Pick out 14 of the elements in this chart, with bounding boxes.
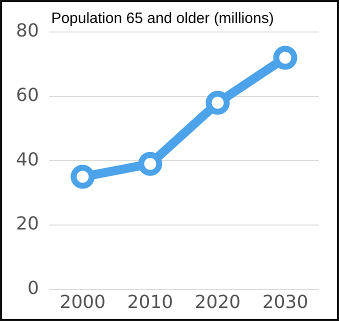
x-tick-label: 2010: [127, 292, 174, 313]
y-tick-label: 40: [16, 149, 39, 170]
point: [273, 46, 298, 70]
point: [138, 152, 162, 176]
y-tick-label: 20: [16, 214, 39, 235]
y-tick-label: 80: [16, 20, 39, 42]
point: [206, 90, 230, 115]
x-tick-label: 2030: [262, 292, 308, 313]
y-tick-label: 0: [27, 278, 39, 300]
point: [70, 164, 95, 189]
y-tick-label: 60: [16, 85, 39, 106]
x-tick-label: 2020: [194, 292, 241, 313]
chart-title: Population 65 and older (millions): [51, 10, 274, 28]
x-tick-label: 2000: [60, 292, 106, 313]
